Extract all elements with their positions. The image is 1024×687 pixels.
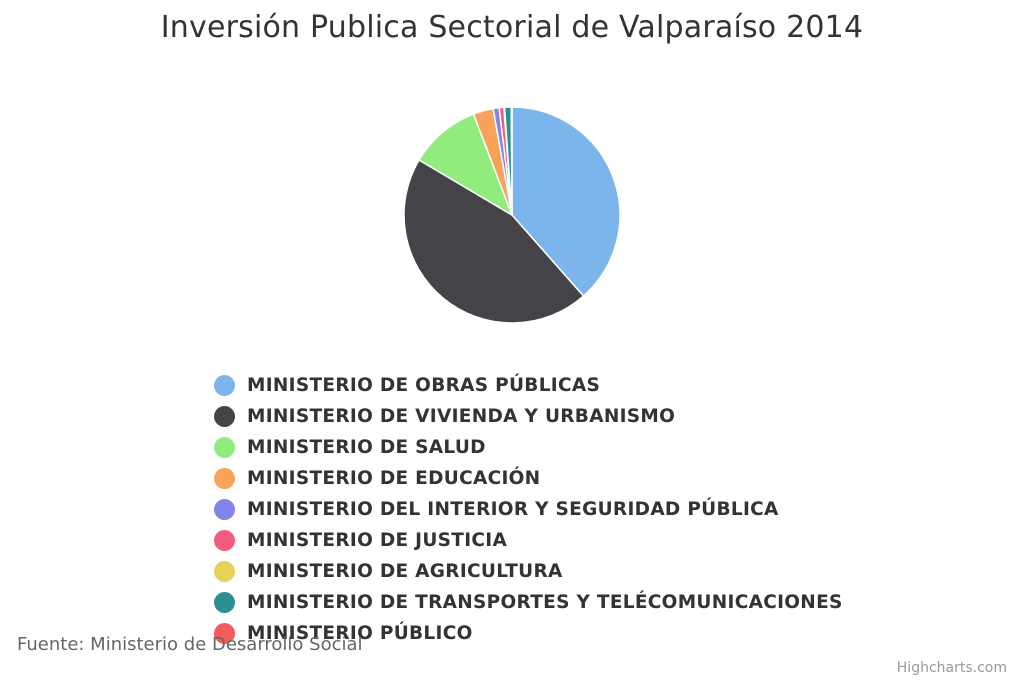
pie-slice-1[interactable] [403, 159, 585, 324]
legend-swatch [214, 468, 235, 489]
legend-label: MINISTERIO DE AGRICULTURA [247, 561, 563, 582]
legend-swatch [214, 561, 235, 582]
legend-label: MINISTERIO DE JUSTICIA [247, 530, 508, 551]
chart-title: Inversión Publica Sectorial de Valparaís… [160, 10, 864, 45]
legend-label: MINISTERIO DE EDUCACIÓN [247, 468, 541, 489]
legend-item-1[interactable]: MINISTERIO DE VIVIENDA Y URBANISMO [214, 401, 843, 432]
legend-label: MINISTERIO DE SALUD [247, 437, 486, 458]
legend-item-8[interactable]: MINISTERIO PÚBLICO [214, 618, 843, 649]
legend-label: MINISTERIO DE VIVIENDA Y URBANISMO [247, 406, 676, 427]
pie-slice-0[interactable] [511, 106, 621, 297]
legend-item-4[interactable]: MINISTERIO DEL INTERIOR Y SEGURIDAD PÚBL… [214, 494, 843, 525]
legend-item-2[interactable]: MINISTERIO DE SALUD [214, 432, 843, 463]
pie-slice-2[interactable] [418, 113, 513, 216]
legend-label: MINISTERIO PÚBLICO [247, 623, 473, 644]
legend-swatch [214, 437, 235, 458]
legend-label: MINISTERIO DE OBRAS PÚBLICAS [247, 375, 601, 396]
legend-swatch [214, 623, 235, 644]
legend-swatch [214, 592, 235, 613]
legend-swatch [214, 406, 235, 427]
legend-swatch [214, 375, 235, 396]
chart-legend: MINISTERIO DE OBRAS PÚBLICAS MINISTERIO D… [214, 370, 843, 649]
legend-item-3[interactable]: MINISTERIO DE EDUCACIÓN [214, 463, 843, 494]
legend-swatch [214, 499, 235, 520]
credits-link[interactable]: Highcharts.com [896, 660, 1007, 676]
legend-item-5[interactable]: MINISTERIO DE JUSTICIA [214, 525, 843, 556]
legend-label: MINISTERIO DE TRANSPORTES Y TELÉCOMUNICA… [247, 592, 843, 613]
legend-label: MINISTERIO DEL INTERIOR Y SEGURIDAD PÚBL… [247, 499, 779, 520]
legend-item-7[interactable]: MINISTERIO DE TRANSPORTES Y TELÉCOMUNICA… [214, 587, 843, 618]
legend-swatch [214, 530, 235, 551]
legend-item-0[interactable]: MINISTERIO DE OBRAS PÚBLICAS [214, 370, 843, 401]
pie-slice-8[interactable] [510, 106, 513, 216]
legend-item-6[interactable]: MINISTERIO DE AGRICULTURA [214, 556, 843, 587]
source-caption: Fuente: Ministerio de Desarrollo Social [17, 634, 363, 655]
